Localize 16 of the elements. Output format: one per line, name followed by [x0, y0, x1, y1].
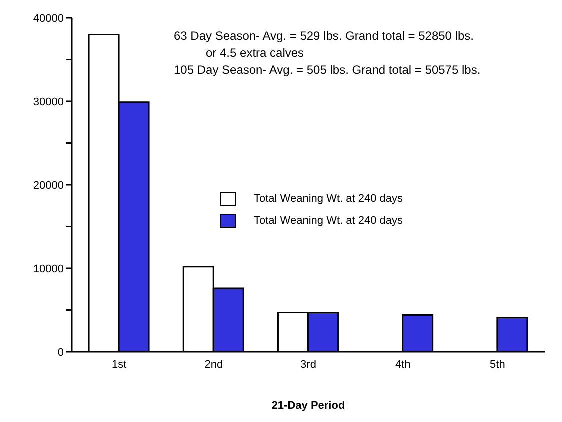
x-axis-title: 21-Day Period [270, 400, 346, 412]
annotation: or 4.5 extra calves [205, 45, 306, 62]
x-tick-label: 4th [395, 358, 411, 371]
annotation: 63 Day Season- Avg. = 529 lbs. Grand total = 52850 lbs. [174, 28, 475, 45]
x-tick-label: 1st [112, 358, 127, 371]
annotation: 105 Day Season- Avg. = 505 lbs. Grand total = 50575 lbs. [174, 62, 481, 79]
y-tick-label: 40000 [33, 12, 64, 25]
legend-label: Total Weaning Wt. at 240 days [254, 215, 403, 227]
x-tick-label: 5th [490, 358, 506, 371]
x-tick-label: 2nd [204, 358, 224, 371]
y-tick-label: 30000 [33, 96, 64, 108]
legend-label: Total Weaning Wt. at 240 days [254, 193, 403, 205]
y-tick-label: 20000 [33, 180, 64, 192]
x-tick-label: 3rd [300, 358, 316, 371]
y-tick-label: 10000 [33, 263, 64, 276]
y-tick-label: 0 [58, 346, 64, 359]
